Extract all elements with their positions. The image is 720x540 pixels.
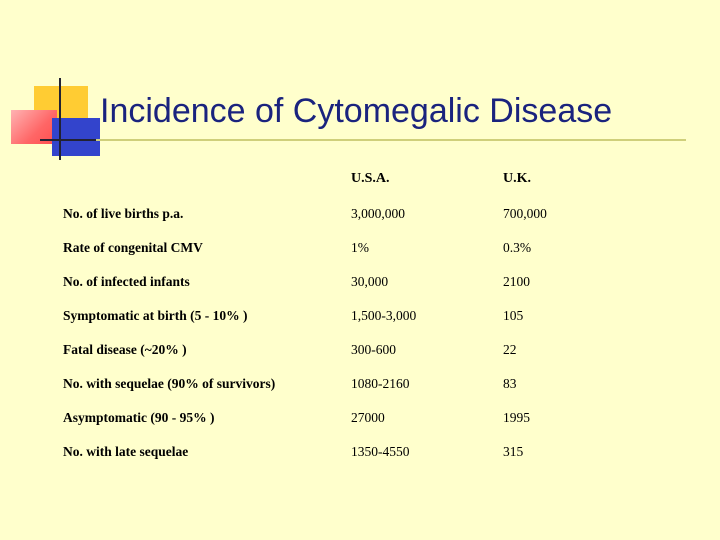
row-label: No. of infected infants [63,274,190,289]
usa-value: 300-600 [351,342,396,357]
usa-value: 1,500-3,000 [351,308,417,323]
usa-value: 1080-2160 [351,376,410,391]
uk-value: 22 [503,342,517,357]
row-label: No. with sequelae (90% of survivors) [63,376,276,391]
uk-value: 83 [503,376,517,391]
column-header-uk: U.K. [503,171,531,186]
logo-red-block [11,110,57,144]
logo-vertical-line [59,78,61,160]
slide-title: Incidence of Cytomegalic Disease [100,92,613,130]
usa-value: 1350-4550 [351,444,410,459]
logo-horizontal-line [40,139,96,141]
uk-value: 105 [503,308,524,323]
row-label: No. of live births p.a. [63,206,184,221]
table-row: Rate of congenital CMV 1% 0.3% [0,240,720,260]
uk-value: 1995 [503,410,530,425]
usa-value: 3,000,000 [351,206,405,221]
usa-value: 27000 [351,410,385,425]
column-header-usa: U.S.A. [351,171,390,186]
table-row: No. with late sequelae 1350-4550 315 [0,444,720,464]
table-row: Fatal disease (~20% ) 300-600 22 [0,342,720,362]
usa-value: 1% [351,240,369,255]
row-label: Fatal disease (~20% ) [63,342,187,357]
uk-value: 2100 [503,274,530,289]
row-label: Asymptomatic (90 - 95% ) [63,410,215,425]
uk-value: 0.3% [503,240,532,255]
table-row: No. of infected infants 30,000 2100 [0,274,720,294]
table-row: No. with sequelae (90% of survivors) 108… [0,376,720,396]
row-label: Rate of congenital CMV [63,240,203,255]
row-label: No. with late sequelae [63,444,189,459]
table-row: No. of live births p.a. 3,000,000 700,00… [0,206,720,226]
usa-value: 30,000 [351,274,389,289]
table-row: Asymptomatic (90 - 95% ) 27000 1995 [0,410,720,430]
title-underline [96,139,686,141]
uk-value: 315 [503,444,524,459]
row-label: Symptomatic at birth (5 - 10% ) [63,308,248,323]
uk-value: 700,000 [503,206,547,221]
table-row: Symptomatic at birth (5 - 10% ) 1,500-3,… [0,308,720,328]
